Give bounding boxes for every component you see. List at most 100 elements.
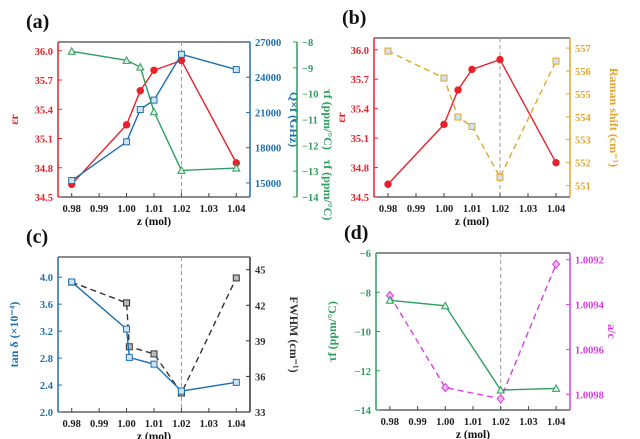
data-point	[496, 55, 504, 64]
data-point	[123, 299, 131, 307]
y-axis-label-1: a/c	[605, 324, 619, 339]
y-tick-label: −10	[302, 90, 318, 101]
x-axis-label: z (mol)	[456, 429, 490, 439]
y-tick-label: 33	[255, 408, 266, 419]
y-tick-label: −11	[302, 116, 318, 127]
data-point	[125, 353, 133, 361]
x-axis-label: z (mol)	[455, 216, 489, 228]
y-tick-label: −8	[360, 288, 371, 299]
chart-panel-d: (d) 0.98 0.99 1.00 1.01 1.02 1.03 1.04 z (mol) −1…	[325, 222, 619, 439]
clipped-axis-label: τf (ppm/°C)	[321, 160, 335, 221]
y-tick-label: 2.4	[40, 381, 54, 392]
x-tick-label: 1.03	[519, 204, 537, 215]
y-tick-label: 551	[575, 182, 591, 193]
y-tick-label: 21000	[255, 108, 281, 119]
y-axis-label-1: FWHM (cm⁻¹)	[287, 296, 301, 372]
data-point	[232, 274, 240, 282]
series-line-0	[387, 50, 557, 179]
x-tick-label: 1.00	[436, 417, 454, 428]
data-point	[122, 55, 131, 64]
y-tick-label: −9	[302, 64, 313, 75]
data-point	[551, 259, 561, 269]
y-tick-label: 36	[255, 372, 266, 383]
data-point	[454, 86, 462, 94]
data-point	[496, 173, 504, 181]
data-point	[122, 121, 131, 129]
data-point	[496, 385, 506, 394]
data-point	[384, 180, 392, 188]
series-line-1	[71, 281, 237, 392]
x-tick-label: 1.00	[435, 204, 453, 215]
chart-panel-c: (c) 0.98 0.99 1.00 1.01 1.02 1.03 1.04 z (mol) 2.…	[7, 226, 301, 439]
x-tick-label: 1.04	[227, 419, 246, 430]
data-point	[68, 278, 76, 286]
series-line-1	[387, 58, 557, 185]
x-tick-label: 1.03	[200, 419, 218, 430]
y-tick-label: 35.4	[351, 105, 370, 116]
y-tick-label: 2.8	[40, 354, 53, 365]
data-point	[232, 378, 240, 386]
y-tick-label: 2.0	[40, 408, 53, 419]
y-tick-label: 45	[255, 266, 266, 277]
data-point	[552, 158, 560, 167]
data-point	[149, 107, 159, 116]
x-tick-label: 0.98	[63, 204, 81, 215]
panel-label: (c)	[26, 226, 48, 248]
y-tick-label: 36.0	[35, 47, 53, 58]
y-tick-label: 553	[575, 136, 591, 147]
x-tick-label: 1.03	[200, 204, 218, 215]
y-axis-label-0: tan δ (×10⁻⁴)	[7, 302, 21, 368]
x-tick-label: 0.99	[408, 417, 426, 428]
y-tick-label: 554	[575, 113, 592, 124]
x-tick-label: 1.01	[145, 204, 163, 215]
data-point	[440, 301, 450, 310]
x-tick-label: 0.99	[407, 204, 425, 215]
y-tick-label: 1.0098	[575, 390, 604, 401]
x-tick-label: 1.00	[117, 419, 135, 430]
x-tick-label: 1.04	[547, 204, 566, 215]
data-point	[552, 57, 560, 65]
y-tick-label: 15000	[255, 179, 281, 190]
chart-panel-a: (a) 0.98 0.99 1.00 1.01 1.02 1.03 1.04 z (mol) 34…	[7, 11, 335, 228]
data-point	[135, 62, 145, 71]
data-point	[123, 325, 131, 333]
data-point	[551, 383, 561, 392]
series-line-1	[389, 299, 557, 391]
x-tick-label: 1.01	[145, 419, 163, 430]
y-tick-label: −12	[355, 367, 371, 378]
y-tick-label: −14	[355, 406, 372, 417]
data-point	[385, 295, 395, 304]
y-tick-label: 4.0	[40, 273, 53, 284]
y-tick-label: −13	[302, 167, 318, 178]
data-point	[177, 50, 185, 58]
data-point	[441, 382, 450, 393]
data-point	[496, 394, 505, 404]
y-tick-label: 552	[575, 159, 591, 170]
y-tick-label: −12	[302, 141, 318, 152]
y-tick-label: −10	[355, 328, 371, 339]
y-tick-label: 35.7	[35, 76, 53, 87]
x-tick-label: 1.03	[519, 417, 537, 428]
y-tick-label: 34.5	[351, 193, 369, 204]
y-tick-label: 556	[575, 67, 591, 78]
data-point	[150, 96, 158, 104]
x-tick-label: 1.02	[492, 417, 510, 428]
data-point	[468, 65, 476, 74]
x-tick-label: 1.02	[491, 204, 509, 215]
x-tick-label: 1.02	[172, 419, 190, 430]
y-tick-label: 18000	[255, 144, 281, 155]
series-line-1	[71, 53, 237, 182]
data-point	[123, 138, 131, 146]
data-point	[468, 122, 476, 130]
x-tick-label: 1.00	[117, 204, 135, 215]
data-point	[231, 163, 241, 172]
x-tick-label: 0.98	[381, 417, 399, 428]
y-tick-label: 35.1	[35, 135, 53, 146]
data-point	[136, 87, 144, 95]
x-tick-label: 0.98	[379, 204, 397, 215]
y-tick-label: 557	[575, 44, 591, 55]
x-tick-label: 0.99	[90, 204, 108, 215]
y-tick-label: 39	[255, 337, 266, 348]
y-tick-label: −8	[302, 38, 313, 49]
